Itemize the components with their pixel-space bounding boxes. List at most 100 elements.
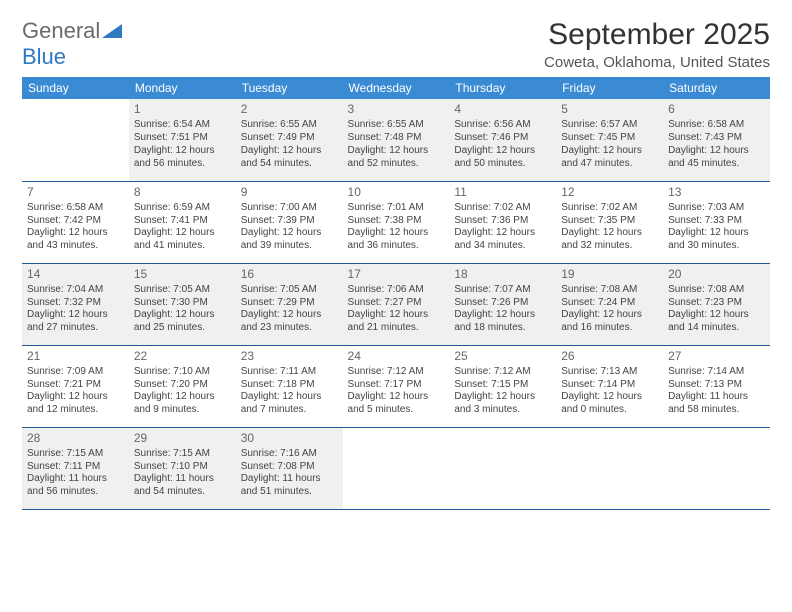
daylight-line: Daylight: 12 hours and 52 minutes. [348,145,445,171]
calendar-empty-cell [449,427,556,509]
daylight-line: Daylight: 12 hours and 5 minutes. [348,391,445,417]
sunset-line: Sunset: 7:41 PM [134,215,231,228]
daylight-line: Daylight: 11 hours and 56 minutes. [27,473,124,499]
sunrise-line: Sunrise: 7:09 AM [27,366,124,379]
daylight-line: Daylight: 12 hours and 3 minutes. [454,391,551,417]
daylight-line: Daylight: 12 hours and 39 minutes. [241,227,338,253]
daylight-line: Daylight: 12 hours and 0 minutes. [561,391,658,417]
sunset-line: Sunset: 7:23 PM [668,297,765,310]
sunset-line: Sunset: 7:39 PM [241,215,338,228]
daylight-line: Daylight: 12 hours and 47 minutes. [561,145,658,171]
calendar-header-row: SundayMondayTuesdayWednesdayThursdayFrid… [22,77,770,99]
calendar-day-cell: 7Sunrise: 6:58 AMSunset: 7:42 PMDaylight… [22,181,129,263]
weekday-header: Monday [129,77,236,99]
sunset-line: Sunset: 7:45 PM [561,132,658,145]
day-number: 26 [561,349,658,364]
day-number: 24 [348,349,445,364]
logo-triangle-icon [102,22,122,38]
calendar-day-cell: 28Sunrise: 7:15 AMSunset: 7:11 PMDayligh… [22,427,129,509]
sunrise-line: Sunrise: 7:02 AM [561,202,658,215]
calendar-day-cell: 13Sunrise: 7:03 AMSunset: 7:33 PMDayligh… [663,181,770,263]
calendar-day-cell: 23Sunrise: 7:11 AMSunset: 7:18 PMDayligh… [236,345,343,427]
sunset-line: Sunset: 7:15 PM [454,379,551,392]
calendar-day-cell: 22Sunrise: 7:10 AMSunset: 7:20 PMDayligh… [129,345,236,427]
sunrise-line: Sunrise: 6:59 AM [134,202,231,215]
day-number: 17 [348,267,445,282]
sunset-line: Sunset: 7:18 PM [241,379,338,392]
day-number: 5 [561,102,658,117]
calendar-body: 1 Sunrise: 6:54 AMSunset: 7:51 PM Daylight… [22,99,770,509]
sunset-line: Sunset: 7:42 PM [27,215,124,228]
daylight-line: Daylight: 12 hours and 14 minutes. [668,309,765,335]
sunset-line: Sunset: 7:46 PM [454,132,551,145]
weekday-header: Wednesday [343,77,450,99]
daylight-line: Daylight: 12 hours and 30 minutes. [668,227,765,253]
day-number: 14 [27,267,124,282]
daylight-line: Daylight: 12 hours and 9 minutes. [134,391,231,417]
day-number: 27 [668,349,765,364]
sunset-line: Sunset: 7:13 PM [668,379,765,392]
sunrise-line: Sunrise: 7:03 AM [668,202,765,215]
calendar-page: GeneralBlue September 2025 Coweta, Oklah… [0,0,792,528]
daylight-line: Daylight: 11 hours and 54 minutes. [134,473,231,499]
day-number: 3 [348,102,445,117]
sunrise-line: Sunrise: 7:08 AM [561,284,658,297]
weekday-header: Friday [556,77,663,99]
day-number: 7 [27,185,124,200]
sunset-line: Sunset: 7:21 PM [27,379,124,392]
sunrise-line: Sunrise: 6:55 AM [348,119,445,132]
calendar-day-cell: 20Sunrise: 7:08 AMSunset: 7:23 PMDayligh… [663,263,770,345]
sunset-line: Sunset: 7:08 PM [241,461,338,474]
sunrise-line: Sunrise: 7:05 AM [241,284,338,297]
daylight-line: Daylight: 12 hours and 43 minutes. [27,227,124,253]
daylight-line: Daylight: 12 hours and 7 minutes. [241,391,338,417]
daylight-line: Daylight: 11 hours and 51 minutes. [241,473,338,499]
calendar-day-cell: 27 Sunrise: 7:14 AMSunset: 7:13 PMDayligh… [663,345,770,427]
sunset-line: Sunset: 7:14 PM [561,379,658,392]
calendar-day-cell: 11Sunrise: 7:02 AMSunset: 7:36 PMDayligh… [449,181,556,263]
calendar-day-cell: 19Sunrise: 7:08 AMSunset: 7:24 PMDayligh… [556,263,663,345]
sunset-line: Sunset: 7:29 PM [241,297,338,310]
logo-text-gray: General [22,18,100,43]
calendar-table: SundayMondayTuesdayWednesdayThursdayFrid… [22,77,770,510]
calendar-day-cell: 1Sunrise: 6:54 AMSunset: 7:51 PMDaylight… [129,99,236,181]
daylight-line: Daylight: 12 hours and 50 minutes. [454,145,551,171]
sunrise-line: Sunrise: 7:14 AM [668,366,765,379]
sunset-line: Sunset: 7:36 PM [454,215,551,228]
calendar-day-cell: 17Sunrise: 7:06 AMSunset: 7:27 PMDayligh… [343,263,450,345]
sunrise-line: Sunrise: 6:54 AM [134,119,231,132]
calendar-week-row: 14Sunrise: 7:04 AMSunset: 7:32 PMDayligh… [22,263,770,345]
sunrise-line: Sunrise: 7:01 AM [348,202,445,215]
day-number: 9 [241,185,338,200]
calendar-week-row: 28Sunrise: 7:15 AMSunset: 7:11 PMDayligh… [22,427,770,509]
daylight-line: Daylight: 12 hours and 32 minutes. [561,227,658,253]
day-number: 2 [241,102,338,117]
sunset-line: Sunset: 7:49 PM [241,132,338,145]
calendar-day-cell: 10Sunrise: 7:01 AMSunset: 7:38 PMDayligh… [343,181,450,263]
calendar-week-row: 7Sunrise: 6:58 AMSunset: 7:42 PMDaylight… [22,181,770,263]
sunrise-line: Sunrise: 7:15 AM [27,448,124,461]
day-number: 13 [668,185,765,200]
daylight-line: Daylight: 12 hours and 16 minutes. [561,309,658,335]
sunset-line: Sunset: 7:51 PM [134,132,231,145]
header: GeneralBlue September 2025 Coweta, Oklah… [22,18,770,71]
logo: GeneralBlue [22,18,122,70]
day-number: 29 [134,431,231,446]
sunrise-line: Sunrise: 7:13 AM [561,366,658,379]
daylight-line: Daylight: 12 hours and 18 minutes. [454,309,551,335]
calendar-day-cell: 2Sunrise: 6:55 AMSunset: 7:49 PMDaylight… [236,99,343,181]
sunrise-line: Sunrise: 7:16 AM [241,448,338,461]
title-block: September 2025 Coweta, Oklahoma, United … [544,18,770,71]
calendar-day-cell: 15Sunrise: 7:05 AMSunset: 7:30 PMDayligh… [129,263,236,345]
sunset-line: Sunset: 7:30 PM [134,297,231,310]
sunrise-line: Sunrise: 6:55 AM [241,119,338,132]
weekday-header: Thursday [449,77,556,99]
daylight-line: Daylight: 12 hours and 27 minutes. [27,309,124,335]
sunrise-line: Sunrise: 7:08 AM [668,284,765,297]
sunrise-line: Sunrise: 6:56 AM [454,119,551,132]
day-number: 1 [134,102,231,117]
daylight-line: Daylight: 12 hours and 34 minutes. [454,227,551,253]
calendar-empty-cell [22,99,129,181]
sunset-line: Sunset: 7:35 PM [561,215,658,228]
daylight-line: Daylight: 11 hours and 58 minutes. [668,391,765,417]
